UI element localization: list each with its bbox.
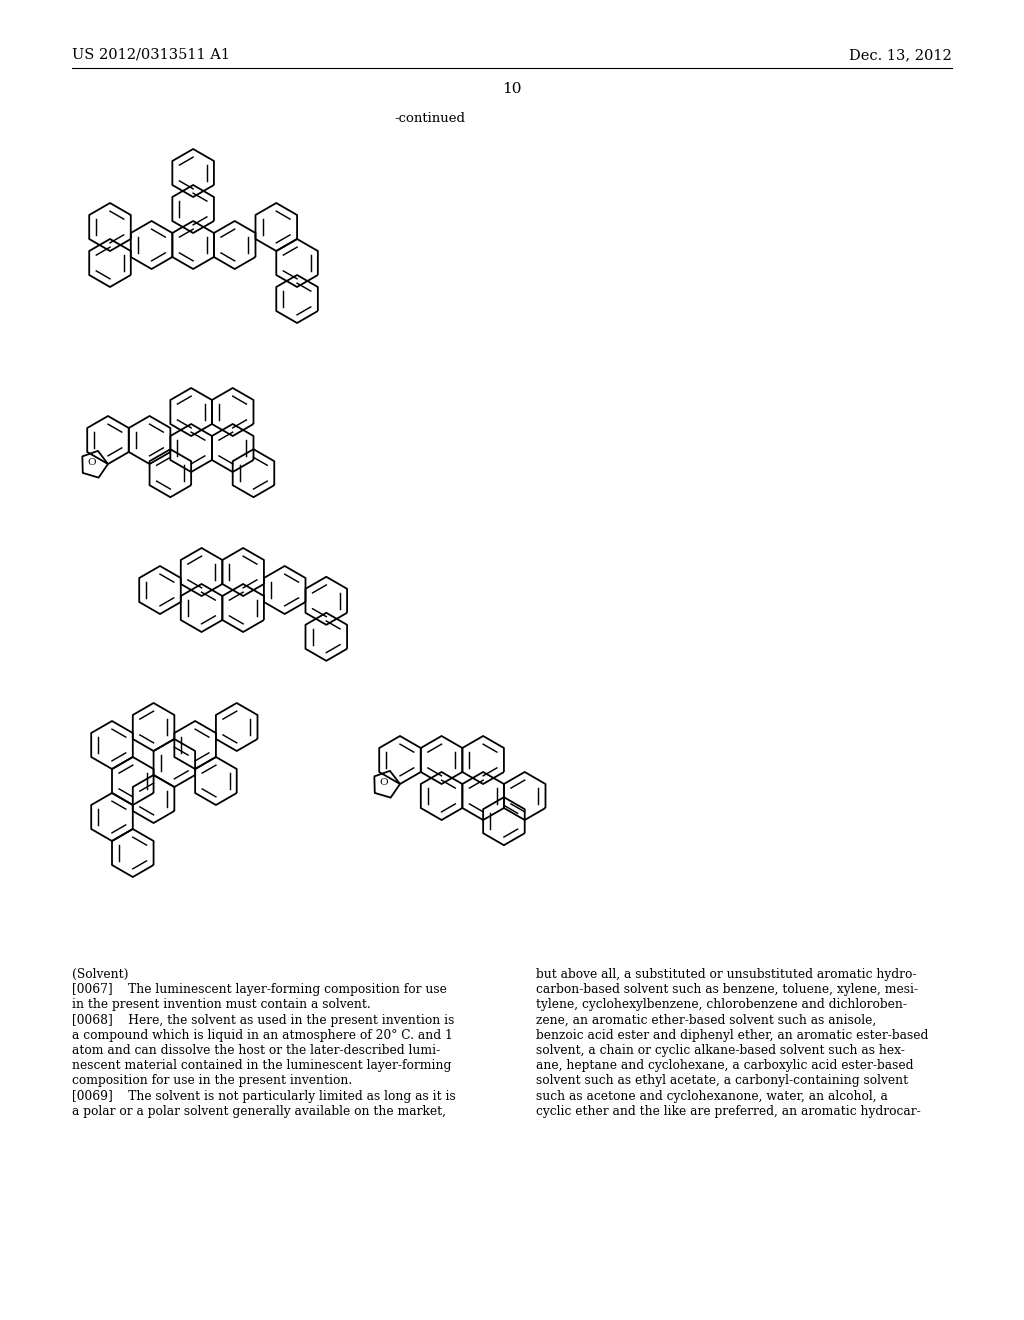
Text: cyclic ether and the like are preferred, an aromatic hydrocar-: cyclic ether and the like are preferred,…: [536, 1105, 921, 1118]
Text: [0068]    Here, the solvent as used in the present invention is: [0068] Here, the solvent as used in the …: [72, 1014, 455, 1027]
Text: O: O: [380, 777, 388, 787]
Text: Dec. 13, 2012: Dec. 13, 2012: [849, 48, 952, 62]
Text: nescent material contained in the luminescent layer-forming: nescent material contained in the lumine…: [72, 1059, 452, 1072]
Text: such as acetone and cyclohexanone, water, an alcohol, a: such as acetone and cyclohexanone, water…: [536, 1089, 888, 1102]
Text: a polar or a polar solvent generally available on the market,: a polar or a polar solvent generally ava…: [72, 1105, 446, 1118]
Text: -continued: -continued: [394, 112, 466, 125]
Text: zene, an aromatic ether-based solvent such as anisole,: zene, an aromatic ether-based solvent su…: [536, 1014, 877, 1027]
Text: [0069]    The solvent is not particularly limited as long as it is: [0069] The solvent is not particularly l…: [72, 1089, 456, 1102]
Text: 10: 10: [502, 82, 522, 96]
Text: solvent, a chain or cyclic alkane-based solvent such as hex-: solvent, a chain or cyclic alkane-based …: [536, 1044, 905, 1057]
Text: ane, heptane and cyclohexane, a carboxylic acid ester-based: ane, heptane and cyclohexane, a carboxyl…: [536, 1059, 913, 1072]
Text: a compound which is liquid in an atmosphere of 20° C. and 1: a compound which is liquid in an atmosph…: [72, 1028, 453, 1041]
Text: O: O: [88, 458, 96, 467]
Text: solvent such as ethyl acetate, a carbonyl-containing solvent: solvent such as ethyl acetate, a carbony…: [536, 1074, 908, 1088]
Text: tylene, cyclohexylbenzene, chlorobenzene and dichloroben-: tylene, cyclohexylbenzene, chlorobenzene…: [536, 998, 907, 1011]
Text: but above all, a substituted or unsubstituted aromatic hydro-: but above all, a substituted or unsubsti…: [536, 968, 916, 981]
Text: (Solvent): (Solvent): [72, 968, 128, 981]
Text: carbon-based solvent such as benzene, toluene, xylene, mesi-: carbon-based solvent such as benzene, to…: [536, 983, 919, 997]
Text: [0067]    The luminescent layer-forming composition for use: [0067] The luminescent layer-forming com…: [72, 983, 446, 997]
Text: composition for use in the present invention.: composition for use in the present inven…: [72, 1074, 352, 1088]
Text: benzoic acid ester and diphenyl ether, an aromatic ester-based: benzoic acid ester and diphenyl ether, a…: [536, 1028, 929, 1041]
Text: US 2012/0313511 A1: US 2012/0313511 A1: [72, 48, 230, 62]
Text: atom and can dissolve the host or the later-described lumi-: atom and can dissolve the host or the la…: [72, 1044, 440, 1057]
Text: in the present invention must contain a solvent.: in the present invention must contain a …: [72, 998, 371, 1011]
